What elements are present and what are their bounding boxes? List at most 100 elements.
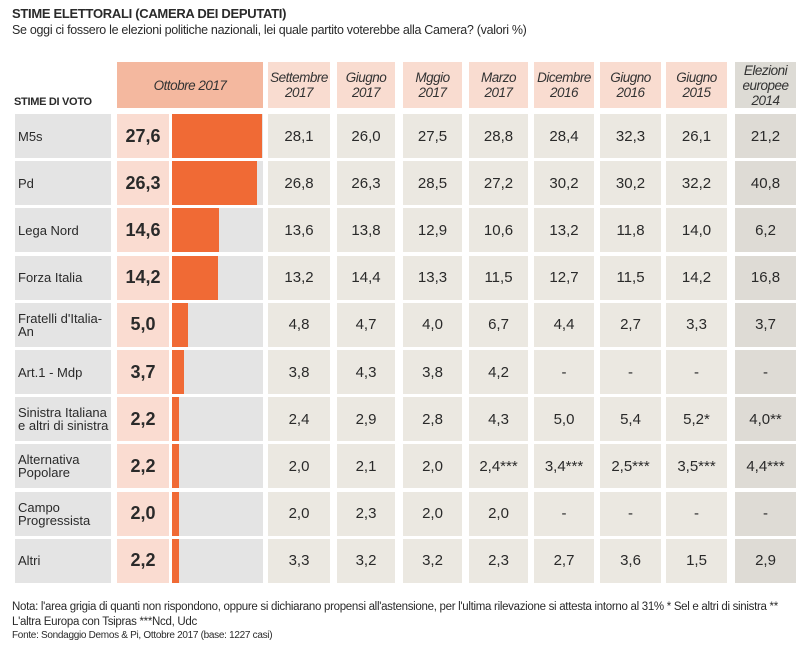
table-cell: 14,4 <box>337 255 395 300</box>
table-cell: 3,4*** <box>534 444 594 489</box>
table-cell: 12,7 <box>534 255 594 300</box>
bar <box>172 444 180 489</box>
table-cell: 28,8 <box>469 114 528 158</box>
source-note: Fonte: Sondaggio Demos & Pi, Ottobre 201… <box>12 630 273 641</box>
party-label: Forza Italia <box>15 255 111 300</box>
table-cell: 3,7 <box>735 302 796 347</box>
table-cell: 11,5 <box>600 255 661 300</box>
table-cell: 32,3 <box>600 114 661 158</box>
table-cell: 2,0 <box>403 491 462 536</box>
table-cell: 4,0 <box>403 302 462 347</box>
table-cell: 5,0 <box>534 397 594 442</box>
bar-track <box>172 114 263 158</box>
current-value: 14,6 <box>117 208 169 253</box>
bar-track <box>172 444 263 489</box>
column-header: Ottobre 2017 <box>117 62 263 108</box>
party-label: M5s <box>15 114 111 158</box>
table-cell: 16,8 <box>735 255 796 300</box>
table-cell: 3,8 <box>403 350 462 394</box>
bar-track <box>172 491 263 536</box>
table-cell: 3,2 <box>403 538 462 583</box>
table-cell: 4,8 <box>268 302 330 347</box>
column-header: Dicembre 2016 <box>534 62 594 108</box>
table-cell: 11,5 <box>469 255 528 300</box>
table-cell: 14,0 <box>666 208 727 253</box>
table-cell: 1,5 <box>666 538 727 583</box>
table-cell: 4,3 <box>469 397 528 442</box>
table-cell: 3,3 <box>268 538 330 583</box>
bar <box>172 538 180 583</box>
table-cell: 13,2 <box>268 255 330 300</box>
table-cell: 4,4 <box>534 302 594 347</box>
table-cell: 2,7 <box>600 302 661 347</box>
table-cell: 2,4*** <box>469 444 528 489</box>
table-cell: 11,8 <box>600 208 661 253</box>
table-cell: 6,7 <box>469 302 528 347</box>
table-cell: 6,2 <box>735 208 796 253</box>
table-cell: 2,4 <box>268 397 330 442</box>
table-cell: 12,9 <box>403 208 462 253</box>
table-cell: 27,2 <box>469 161 528 206</box>
table-cell: 3,2 <box>337 538 395 583</box>
table-cell: - <box>534 350 594 394</box>
table-cell: - <box>735 491 796 536</box>
footnote: Nota: l'area grigia di quanti non rispon… <box>12 601 778 628</box>
table-cell: 4,4*** <box>735 444 796 489</box>
table-cell: 10,6 <box>469 208 528 253</box>
table-cell: 3,5*** <box>666 444 727 489</box>
table-cell: 13,3 <box>403 255 462 300</box>
bar-track <box>172 302 263 347</box>
chart-subtitle: Se oggi ci fossero le elezioni politiche… <box>12 23 527 37</box>
party-label: Campo Progressista <box>15 491 111 536</box>
table-cell: - <box>534 491 594 536</box>
table-cell: - <box>735 350 796 394</box>
table-cell: 26,1 <box>666 114 727 158</box>
table-cell: 4,2 <box>469 350 528 394</box>
party-label: Lega Nord <box>15 208 111 253</box>
table-cell: 2,3 <box>337 491 395 536</box>
column-header: Settembre 2017 <box>268 62 330 108</box>
bar-track <box>172 208 263 253</box>
table-cell: 30,2 <box>600 161 661 206</box>
table-cell: 13,2 <box>534 208 594 253</box>
column-header: Giugno 2017 <box>337 62 395 108</box>
bar-track <box>172 350 263 394</box>
current-value: 2,2 <box>117 397 169 442</box>
current-value: 2,0 <box>117 491 169 536</box>
bar <box>172 302 189 347</box>
table-cell: 2,9 <box>337 397 395 442</box>
table-cell: 3,8 <box>268 350 330 394</box>
current-value: 2,2 <box>117 538 169 583</box>
chart-title: STIME ELETTORALI (CAMERA DEI DEPUTATI) <box>12 6 287 21</box>
bar-track <box>172 161 263 206</box>
table-cell: 13,8 <box>337 208 395 253</box>
column-header: Marzo 2017 <box>469 62 528 108</box>
bar <box>172 255 219 300</box>
column-header: Giugno 2015 <box>666 62 727 108</box>
table-cell: 2,8 <box>403 397 462 442</box>
table-cell: 2,0 <box>268 444 330 489</box>
table-cell: 2,3 <box>469 538 528 583</box>
table-cell: 5,2* <box>666 397 727 442</box>
party-label: Pd <box>15 161 111 206</box>
table-cell: 27,5 <box>403 114 462 158</box>
table-cell: - <box>600 491 661 536</box>
table-cell: 40,8 <box>735 161 796 206</box>
current-value: 2,2 <box>117 444 169 489</box>
bar <box>172 397 180 442</box>
table-cell: 28,1 <box>268 114 330 158</box>
table-cell: 26,3 <box>337 161 395 206</box>
current-value: 27,6 <box>117 114 169 158</box>
bar <box>172 350 185 394</box>
table-cell: 2,0 <box>403 444 462 489</box>
bar <box>172 208 220 253</box>
table-cell: 28,5 <box>403 161 462 206</box>
bar-track <box>172 538 263 583</box>
table-cell: - <box>666 491 727 536</box>
table-cell: - <box>600 350 661 394</box>
table-cell: 2,7 <box>534 538 594 583</box>
column-header: Giugno 2016 <box>600 62 661 108</box>
table-cell: 28,4 <box>534 114 594 158</box>
table-cell: - <box>666 350 727 394</box>
table-cell: 2,0 <box>469 491 528 536</box>
